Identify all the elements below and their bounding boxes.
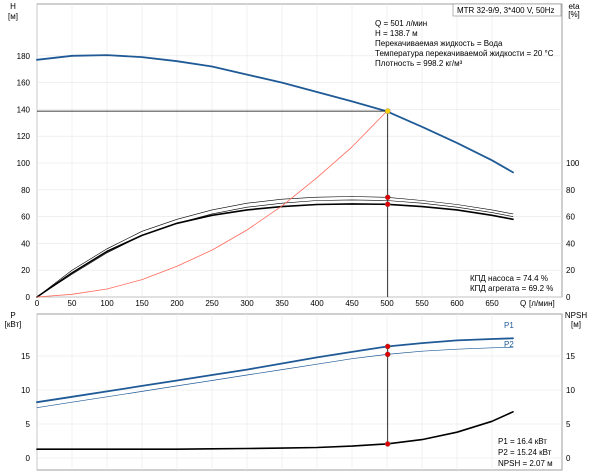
power-y-unit: [кВт] [5,320,22,329]
eta-y2-tick-label: 100 [566,159,580,168]
series-h-line [36,54,514,174]
power-y-tick-label: 10 [21,386,30,395]
power-plot-frame [36,313,563,471]
power-panel: 0 5 10 15 0 5 10 15 P [кВт] NPSH [м] P1 P2 P1 =… [5,311,587,471]
x-tick-label: 150 [135,299,149,308]
head-y-tick-label: 180 [17,52,31,61]
series-system-curve-line [36,110,388,298]
head-y-tick-label: 0 [26,293,31,302]
head-y-unit: [м] [8,12,18,21]
head-y-tick-label: 100 [17,159,31,168]
duty-point-marker [384,343,391,350]
x-tick-label: 50 [68,299,77,308]
duty-point-marker [384,351,391,358]
duty-point-marker [384,201,391,208]
head-y-tick-label: 140 [17,105,31,114]
head-panel: 0 50 100 150 200 250 300 350 400 450 500 550 600 6500… [8,2,580,308]
pump-efficiency-note: КПД насоса = 74.4 % [470,274,548,283]
x-tick-label: 650 [485,299,499,308]
power-y-label: P [10,311,15,320]
power-markers-layer [384,343,391,447]
npsh-value-note: NPSH = 2.07 м [498,459,553,468]
eta-y2-label: eta [568,2,580,11]
npsh-y2-label: NPSH [565,311,587,320]
power-y-tick-label: 5 [26,420,31,429]
x-tick-label: 300 [240,299,254,308]
head-y-tick-label: 60 [21,213,30,222]
series-eta-unit-line [36,203,514,298]
unit-efficiency-note: КПД агрегата = 69.2 % [470,284,553,293]
power-y-tick-label: 0 [26,454,31,463]
head-y-tick-label: 40 [21,239,30,248]
duty-point-marker [384,194,391,201]
npsh-y2-tick-label: 15 [566,352,575,361]
npsh-y2-unit: [м] [571,320,581,329]
eta-y2-tick-label: 80 [566,186,575,195]
eta-y2-tick-label: 0 [566,293,571,302]
p1-value-note: P1 = 16.4 кВт [498,437,547,446]
p1-series-label: P1 [504,321,514,330]
x-tick-label: 200 [170,299,184,308]
p2-series-label: P2 [504,340,514,349]
series-npsh-line [36,410,514,451]
x-tick-label: 550 [415,299,429,308]
x-axis-unit: [л/мин] [529,299,555,308]
x-tick-label: 500 [380,299,394,308]
duty-point-marker [384,441,391,447]
chart-title-box [452,3,562,17]
power-tick-labels: 0 5 10 15 0 5 10 15 [21,352,575,463]
series-eta-pump-upper-line [36,196,514,298]
eta-y2-tick-label: 60 [566,213,575,222]
head-markers-layer [384,108,391,208]
info-line-head: H = 138.7 м [375,29,418,38]
series-eta-pump-lower-line [36,199,514,298]
x-tick-label: 100 [100,299,114,308]
head-y-tick-label: 80 [21,186,30,195]
info-line-density: Плотность = 998.2 кг/м³ [375,59,463,68]
head-series-layer [36,54,514,298]
head-y-tick-label: 20 [21,266,30,275]
chart-title: MTR 32-9/9, 3*400 V, 50Hz [457,6,555,15]
power-y-tick-label: 15 [21,352,30,361]
power-series-layer [36,337,514,451]
x-tick-label: 600 [450,299,464,308]
npsh-y2-tick-label: 10 [566,386,575,395]
series-p1-line [36,337,514,404]
eta-y2-tick-label: 20 [566,266,575,275]
duty-info-block: Q = 501 л/мин H = 138.7 м Перекачиваемая… [375,19,554,68]
x-axis-label: Q [520,299,526,308]
series-p2-line [36,346,514,409]
x-tick-label: 450 [345,299,359,308]
duty-point-marker [384,108,391,114]
eta-y2-tick-label: 40 [566,239,575,248]
info-line-liquid: Перекачиваемая жидкость = Вода [375,39,503,48]
info-line-temperature: Температура перекачиваемой жидкости = 20… [375,49,554,58]
info-line-flow: Q = 501 л/мин [375,19,427,28]
head-y-tick-label: 120 [17,132,31,141]
npsh-y2-tick-label: 0 [566,454,571,463]
head-y-label: H [10,2,16,11]
power-grid [36,314,562,470]
head-y-tick-label: 160 [17,79,31,88]
p2-value-note: P2 = 15.24 кВт [498,448,552,457]
x-tick-label: 350 [275,299,289,308]
x-tick-label: 250 [205,299,219,308]
head-tick-labels: 0 50 100 150 200 250 300 350 400 450 500 550 600 6500… [17,52,580,308]
x-tick-label: 0 [35,299,40,308]
eta-y2-unit: [%] [568,10,580,19]
npsh-y2-tick-label: 5 [566,420,571,429]
x-tick-label: 400 [310,299,324,308]
